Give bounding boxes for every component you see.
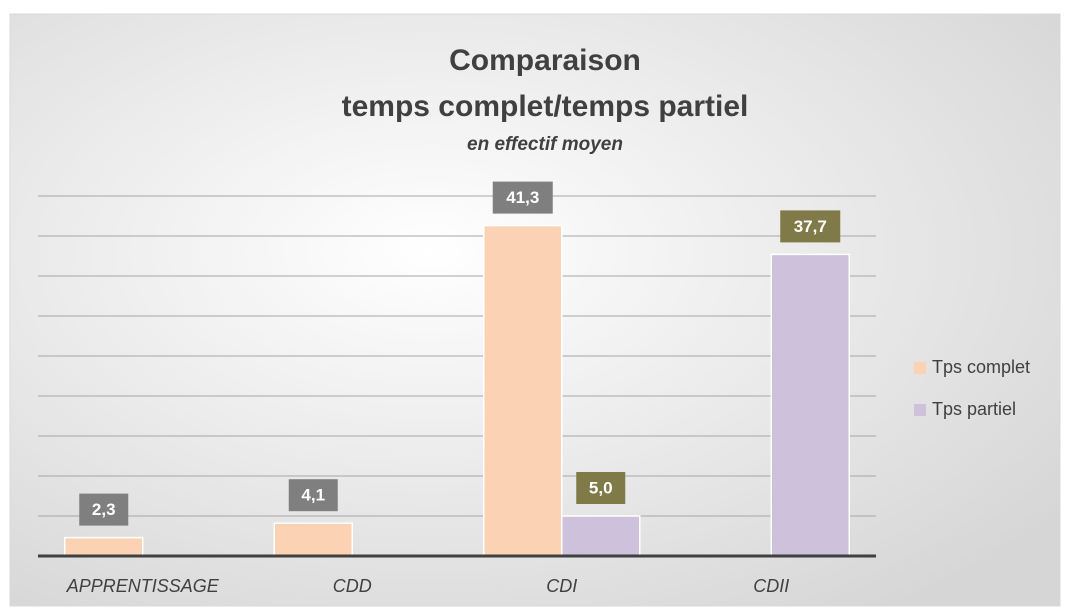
bar bbox=[64, 536, 144, 557]
bar bbox=[273, 522, 353, 557]
legend-label: Tps partiel bbox=[932, 399, 1016, 419]
chart-subtitle: en effectif moyen bbox=[467, 134, 623, 155]
data-label-box bbox=[79, 493, 129, 526]
data-label: 5,0 bbox=[589, 478, 613, 497]
data-label: 37,7 bbox=[794, 217, 827, 236]
data-label-box bbox=[492, 181, 553, 214]
data-label: 2,3 bbox=[92, 500, 116, 519]
x-tick-label: CDI bbox=[546, 576, 577, 596]
bar bbox=[770, 253, 850, 557]
legend-swatch bbox=[914, 404, 926, 416]
x-tick-label: APPRENTISSAGE bbox=[66, 576, 220, 596]
data-label-box bbox=[288, 479, 338, 512]
legend-swatch bbox=[914, 362, 926, 374]
chart-title: temps complet/temps partiel bbox=[342, 90, 749, 123]
legend-label: Tps complet bbox=[932, 357, 1030, 377]
chart-title: Comparaison bbox=[449, 44, 641, 77]
data-label-box bbox=[780, 210, 841, 243]
x-tick-label: CDD bbox=[333, 576, 372, 596]
data-label: 41,3 bbox=[506, 188, 539, 207]
x-tick-label: CDII bbox=[753, 576, 789, 596]
data-label-box bbox=[576, 472, 626, 504]
data-label: 4,1 bbox=[301, 486, 325, 505]
bar bbox=[561, 515, 641, 557]
bar bbox=[483, 224, 563, 557]
